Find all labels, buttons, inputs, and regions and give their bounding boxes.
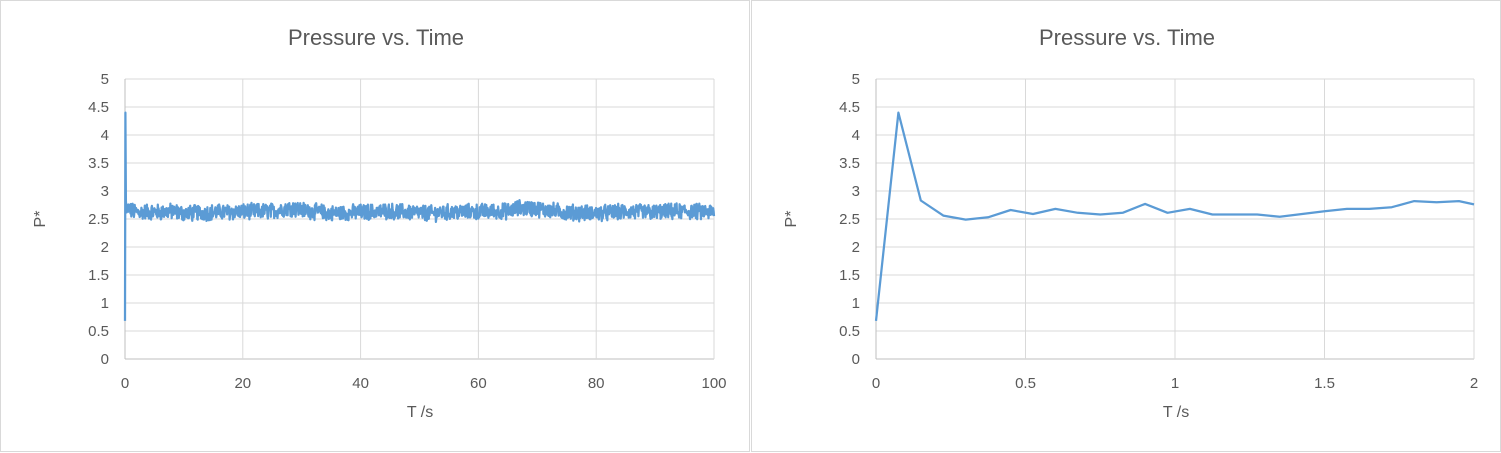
y-tick-label: 1.5 xyxy=(88,267,109,284)
chart-title: Pressure vs. Time xyxy=(288,25,464,50)
y-tick-label: 3.5 xyxy=(88,155,109,172)
x-tick-label: 1 xyxy=(1171,375,1179,392)
y-tick-label: 0.5 xyxy=(839,323,860,340)
x-axis-label: T /s xyxy=(407,404,433,421)
chart-title: Pressure vs. Time xyxy=(1039,25,1215,50)
y-tick-label: 4 xyxy=(852,127,860,144)
y-axis-label: P* xyxy=(783,211,800,228)
x-axis-label: T /s xyxy=(1163,404,1189,421)
x-tick-label: 20 xyxy=(234,375,251,392)
y-tick-label: 2.5 xyxy=(88,211,109,228)
y-tick-label: 5 xyxy=(852,71,860,88)
x-tick-label: 100 xyxy=(701,375,726,392)
y-tick-label: 2.5 xyxy=(839,211,860,228)
chart-panel-left: Pressure vs. Time T /s P* 0 0.5 1 1.5 2 2.5 3 3… xyxy=(0,0,750,452)
y-tick-label: 5 xyxy=(101,71,109,88)
y-tick-label: 0 xyxy=(852,351,860,368)
y-tick-label: 3 xyxy=(101,183,109,200)
x-tick-label: 80 xyxy=(588,375,605,392)
y-tick-label: 3 xyxy=(852,183,860,200)
y-tick-label: 0.5 xyxy=(88,323,109,340)
series-line xyxy=(874,111,1475,322)
chart-left: Pressure vs. Time T /s P* 0 0.5 1 1.5 2 2.5 3 3… xyxy=(32,25,727,421)
y-tick-label: 2 xyxy=(852,239,860,256)
y-tick-label: 4 xyxy=(101,127,109,144)
series-line xyxy=(123,111,716,321)
y-tick-label: 1 xyxy=(852,295,860,312)
x-tick-label: 0.5 xyxy=(1015,375,1036,392)
y-tick-label: 4.5 xyxy=(88,99,109,116)
y-tick-label: 1.5 xyxy=(839,267,860,284)
x-tick-label: 60 xyxy=(470,375,487,392)
x-tick-label: 2 xyxy=(1470,375,1478,392)
y-tick-label: 2 xyxy=(101,239,109,256)
x-tick-label: 0 xyxy=(872,375,880,392)
chart-right: Pressure vs. Time T /s P* 0 0.5 1 1.5 2 2.5 3 3… xyxy=(783,25,1478,421)
y-tick-label: 3.5 xyxy=(839,155,860,172)
y-tick-label: 0 xyxy=(101,351,109,368)
y-axis-label: P* xyxy=(32,211,49,228)
y-tick-label: 1 xyxy=(101,295,109,312)
x-tick-label: 0 xyxy=(121,375,129,392)
x-tick-label: 1.5 xyxy=(1314,375,1335,392)
x-tick-label: 40 xyxy=(352,375,369,392)
chart-panel-right: Pressure vs. Time T /s P* 0 0.5 1 1.5 2 2.5 3 3… xyxy=(751,0,1501,452)
y-tick-label: 4.5 xyxy=(839,99,860,116)
